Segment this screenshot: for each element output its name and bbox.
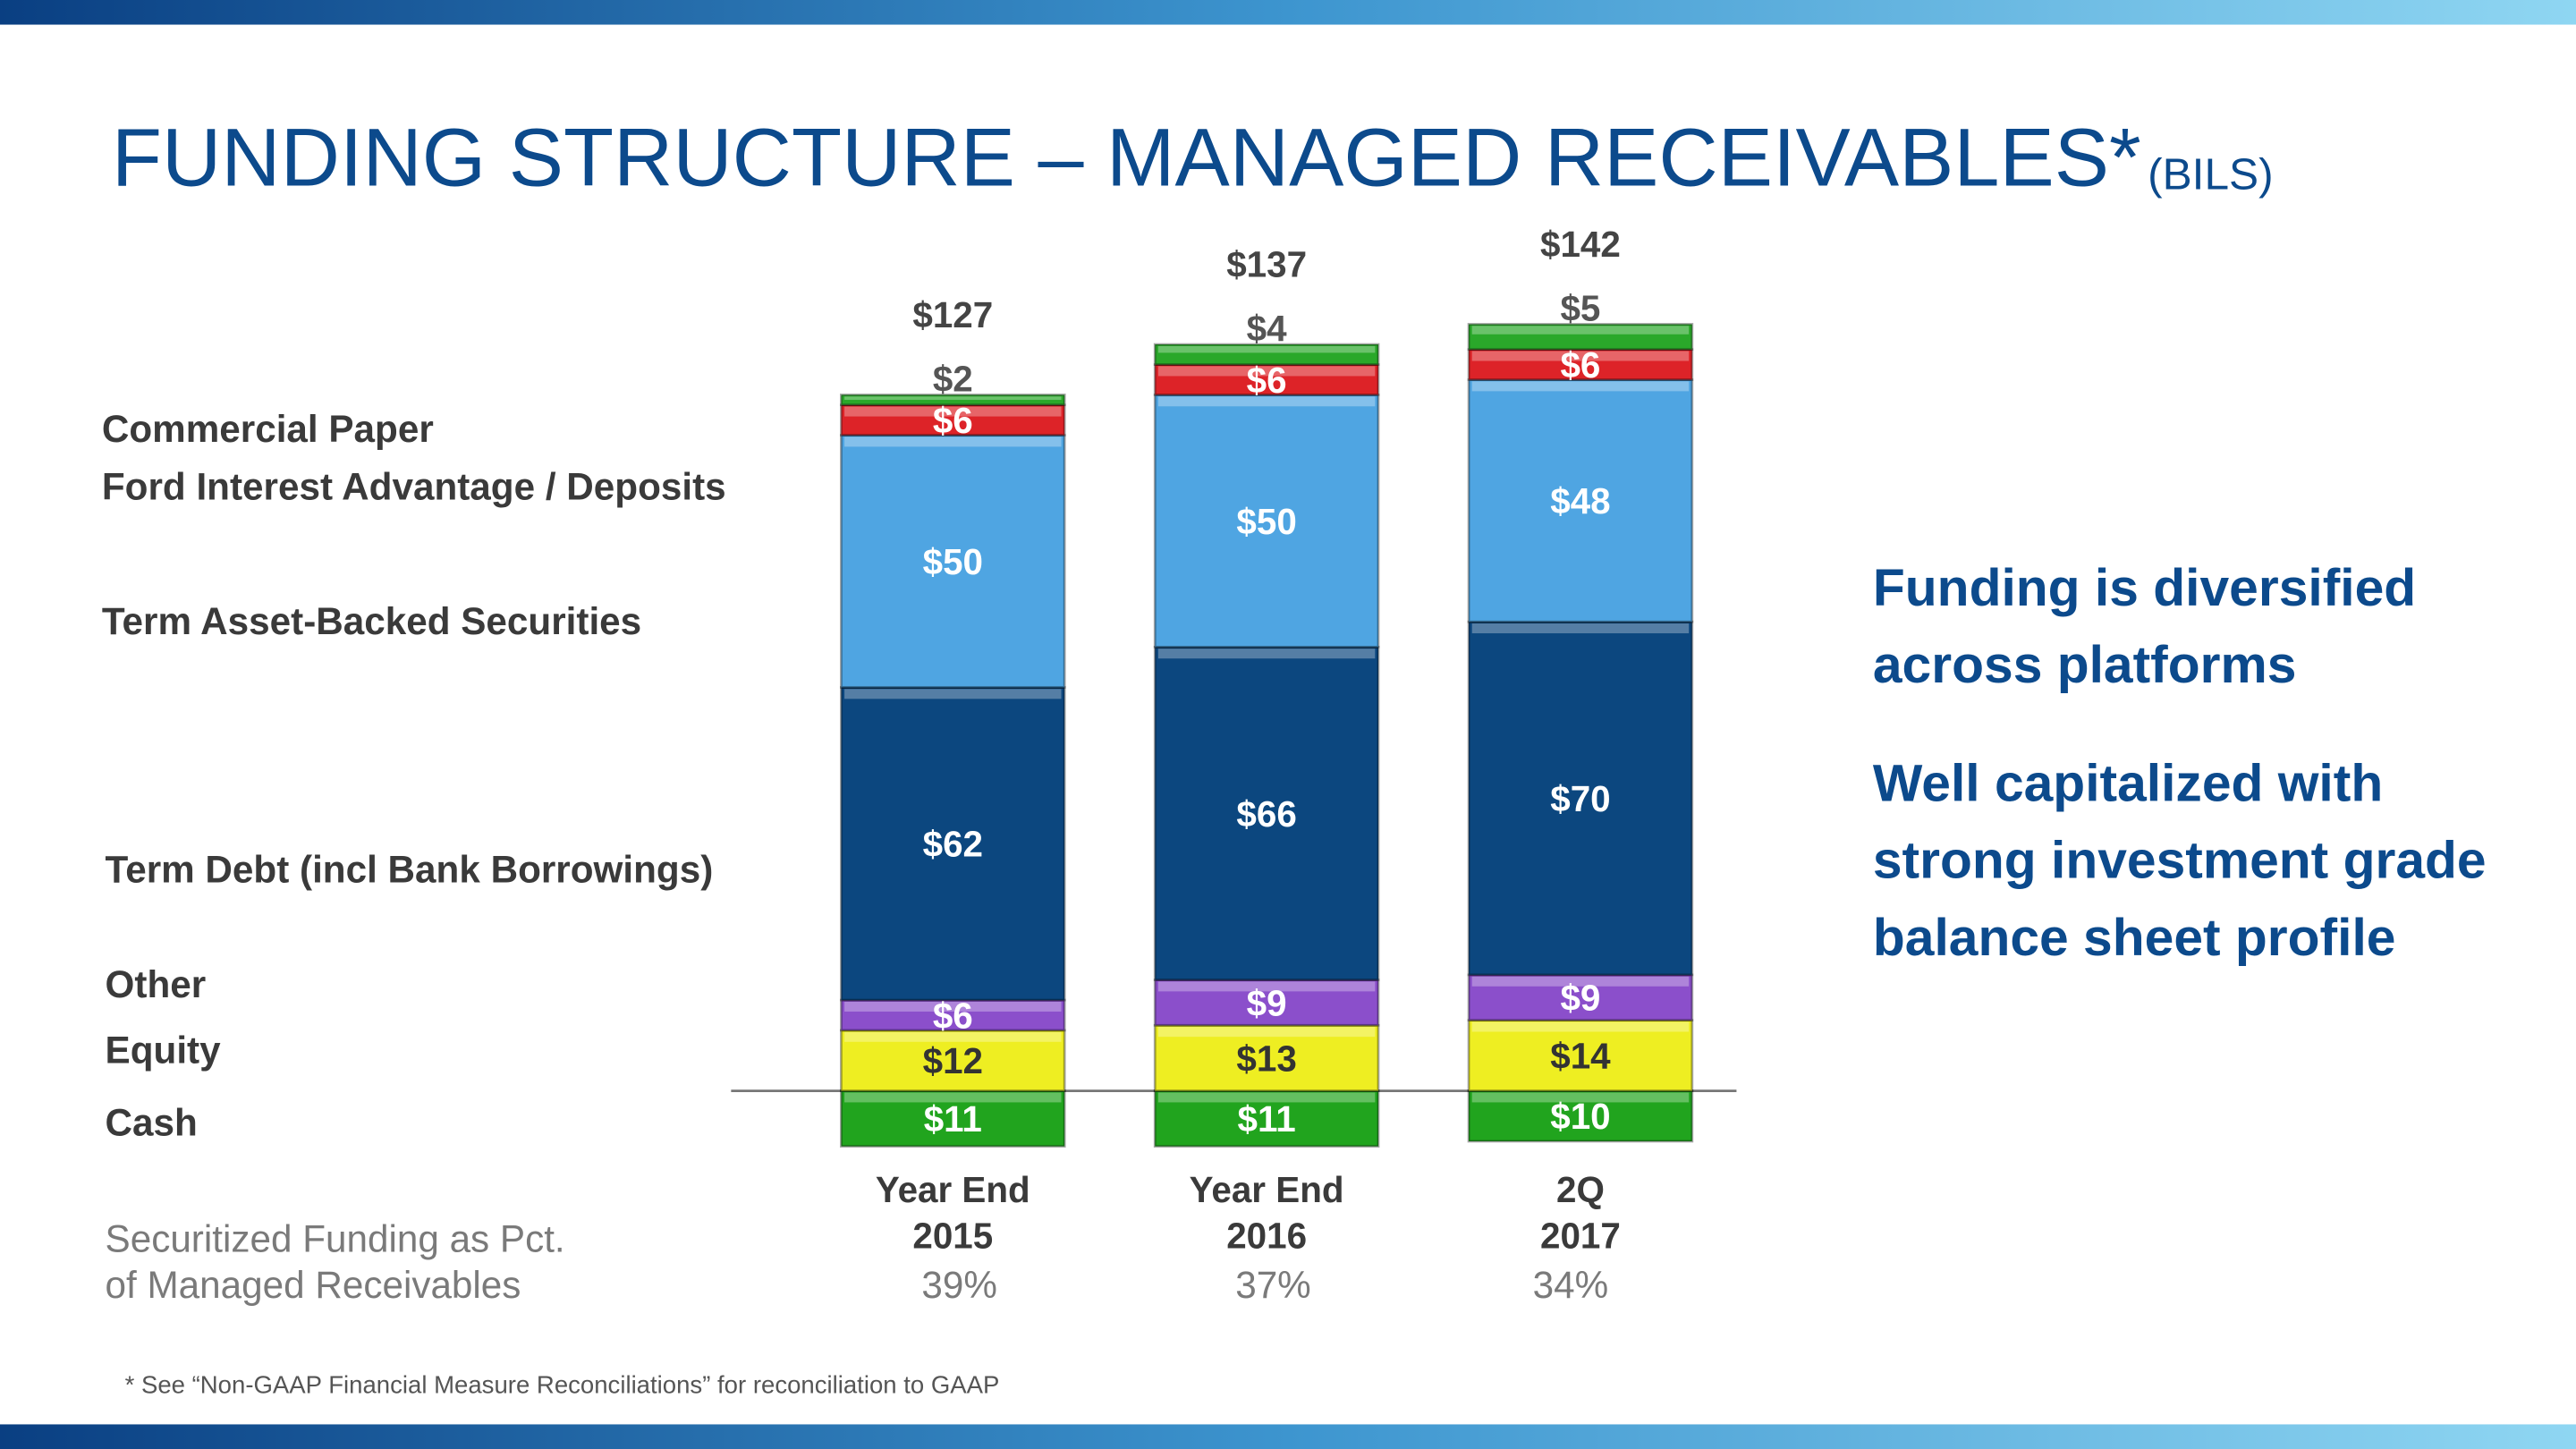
value-label: $4 xyxy=(1247,308,1287,349)
bar-segment xyxy=(1467,1019,1694,1092)
legend-label: Equity xyxy=(106,1030,222,1072)
title-unit: (BILS) xyxy=(2148,148,2274,199)
bar-segment xyxy=(840,1089,1066,1148)
value-label: $50 xyxy=(923,541,983,582)
bevel xyxy=(1157,1092,1376,1103)
bevel xyxy=(844,406,1062,417)
value-label: $48 xyxy=(1550,480,1610,521)
value-label: $9 xyxy=(1247,982,1287,1023)
bar-segment xyxy=(1153,646,1380,981)
value-label: $6 xyxy=(1560,344,1600,386)
bevel xyxy=(844,1031,1062,1042)
bevel xyxy=(1471,1092,1690,1103)
legend-label: Term Debt (incl Bank Borrowings) xyxy=(106,848,714,890)
legend-label: Commercial Paper xyxy=(102,408,434,450)
total-label: $127 xyxy=(912,294,993,335)
bar-segment xyxy=(1467,348,1694,381)
pct-value: 37% xyxy=(1235,1264,1311,1306)
bar-segment xyxy=(1153,394,1380,648)
value-label: $10 xyxy=(1550,1096,1610,1137)
bevel xyxy=(1471,351,1690,361)
bevel xyxy=(1471,976,1690,987)
bar-segment xyxy=(840,998,1066,1032)
bar-segment xyxy=(1467,323,1694,352)
bevel xyxy=(1471,1021,1690,1032)
bevel xyxy=(1157,1027,1376,1038)
value-label: $66 xyxy=(1236,793,1296,835)
value-label: $70 xyxy=(1550,778,1610,819)
footnote: * See “Non-GAAP Financial Measure Reconc… xyxy=(125,1370,1000,1398)
bevel xyxy=(1157,345,1376,353)
bevel xyxy=(844,689,1062,699)
x-tick-label: Year End xyxy=(876,1169,1030,1210)
title-main: FUNDING STRUCTURE – MANAGED RECEIVABLES* xyxy=(112,113,2141,204)
value-label: $6 xyxy=(933,400,973,441)
bevel xyxy=(1471,623,1690,634)
value-label: $6 xyxy=(1247,360,1287,401)
value-label: $13 xyxy=(1236,1038,1296,1079)
value-label: $12 xyxy=(923,1040,983,1081)
bar-segment xyxy=(1153,343,1380,366)
bottom-band xyxy=(0,1424,2576,1449)
x-tick-label: 2015 xyxy=(912,1216,993,1257)
pct-label: of Managed Receivables xyxy=(106,1264,521,1306)
value-label: $2 xyxy=(933,358,973,399)
legend-label: Ford Interest Advantage / Deposits xyxy=(102,466,726,508)
bevel xyxy=(1157,396,1376,407)
bar-segment xyxy=(1467,620,1694,977)
x-tick-label: Year End xyxy=(1190,1169,1344,1210)
bevel xyxy=(1157,981,1376,992)
x-tick-label: 2Q xyxy=(1556,1169,1605,1210)
value-label: $11 xyxy=(924,1098,982,1140)
note-line: across platforms xyxy=(1873,636,2297,694)
x-tick-label: 2016 xyxy=(1226,1216,1307,1257)
bevel xyxy=(1157,648,1376,659)
bar-segment xyxy=(840,1029,1066,1092)
value-label: $62 xyxy=(923,824,983,865)
x-tick-label: 2017 xyxy=(1540,1216,1621,1257)
total-label: $137 xyxy=(1226,243,1307,284)
value-label: $5 xyxy=(1560,287,1600,328)
pct-label: Securitized Funding as Pct. xyxy=(106,1218,565,1260)
bar-segment xyxy=(840,394,1066,407)
bar-segment xyxy=(1467,1089,1694,1143)
bevel xyxy=(844,1092,1062,1103)
bevel xyxy=(1471,381,1690,392)
value-label: $6 xyxy=(933,995,973,1036)
bevel xyxy=(1471,326,1690,335)
bar-segment xyxy=(1467,973,1694,1022)
bevel xyxy=(844,1001,1062,1012)
note-line: balance sheet profile xyxy=(1873,909,2396,967)
bevel xyxy=(844,436,1062,447)
bevel xyxy=(844,396,1062,401)
value-label: $9 xyxy=(1560,978,1600,1019)
note-line: Well capitalized with xyxy=(1873,754,2383,812)
pct-value: 39% xyxy=(921,1264,997,1306)
top-band xyxy=(0,0,2576,25)
note-line: strong investment grade xyxy=(1873,832,2487,890)
value-label: $11 xyxy=(1238,1098,1296,1140)
note-line: Funding is diversified xyxy=(1873,559,2416,617)
value-label: $14 xyxy=(1550,1035,1611,1076)
legend-label: Other xyxy=(106,963,207,1005)
total-label: $142 xyxy=(1540,224,1621,265)
bar-segment xyxy=(840,403,1066,436)
bar-segment xyxy=(1153,1089,1380,1148)
value-label: $50 xyxy=(1236,501,1296,542)
pct-value: 34% xyxy=(1533,1264,1609,1306)
bevel xyxy=(1157,366,1376,377)
legend-label: Cash xyxy=(106,1101,198,1143)
legend-label: Term Asset-Backed Securities xyxy=(102,600,641,642)
bar-segment xyxy=(1467,378,1694,623)
title: FUNDING STRUCTURE – MANAGED RECEIVABLES*… xyxy=(112,113,2274,204)
bar-segment xyxy=(1153,979,1380,1027)
